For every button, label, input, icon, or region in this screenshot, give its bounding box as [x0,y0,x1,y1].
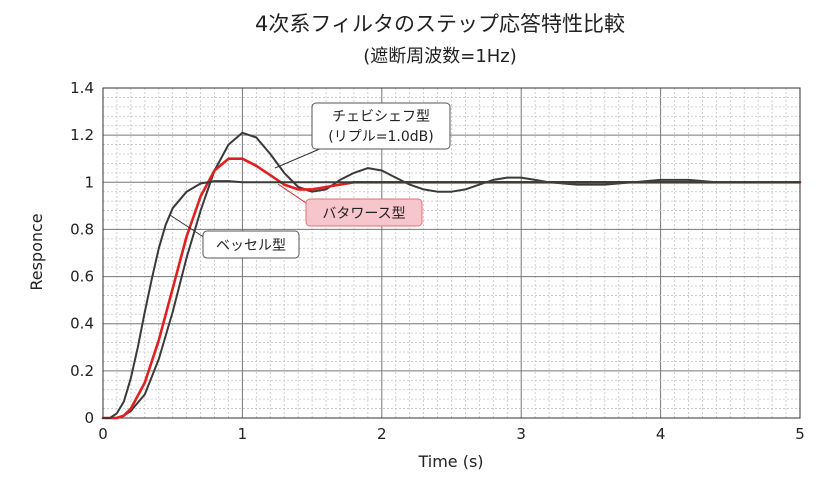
chebyshev-leader [274,147,323,169]
x-tick-label: 4 [656,425,666,443]
butterworth-callout: バタワース型 [277,183,423,227]
y-tick-label: 0 [84,409,94,427]
butterworth-label: バタワース型 [322,206,405,222]
x-tick-label: 0 [98,425,108,443]
y-tick-label: 0.8 [70,220,94,238]
butterworth-leader [277,183,307,204]
bessel-label: ベッセル型 [216,238,286,254]
y-tick-label: 0.6 [70,268,94,286]
series-lines [101,131,802,420]
y-axis-ticks: 0 0.2 0.4 0.6 0.8 1 1.2 1.4 [70,79,94,427]
butterworth-label-box [305,198,423,227]
y-tick-label: 1.4 [70,79,94,97]
chart-subtitle: (遮断周波数=1Hz) [363,46,517,67]
chebyshev-callout: チェビシェフ型 (リプル=1.0dB) [274,102,451,169]
bessel-label-box [202,230,300,259]
bessel-line [102,180,801,419]
y-axis-label: Responce [27,213,46,290]
y-tick-label: 0.2 [70,362,94,380]
y-tick-label: 0.4 [70,315,94,333]
x-tick-label: 2 [377,425,387,443]
chebyshev-label-box [311,102,451,150]
x-tick-label: 3 [516,425,526,443]
x-tick-label: 5 [795,425,805,443]
x-tick-label: 1 [238,425,248,443]
y-tick-label: 1 [84,173,94,191]
x-axis-ticks: 0 1 2 3 4 5 [98,425,805,443]
chebyshev-line [102,131,801,419]
chart-title: 4次系フィルタのステップ応答特性比較 [255,12,625,36]
bessel-leader [169,214,206,239]
chebyshev-label: チェビシェフ型 [332,109,430,125]
chebyshev-ripple-label: (リプル=1.0dB) [328,129,433,145]
x-axis-label: Time (s) [417,452,483,471]
y-tick-label: 1.2 [70,126,94,144]
bessel-callout: ベッセル型 [169,214,300,259]
plot-frame [102,87,801,419]
